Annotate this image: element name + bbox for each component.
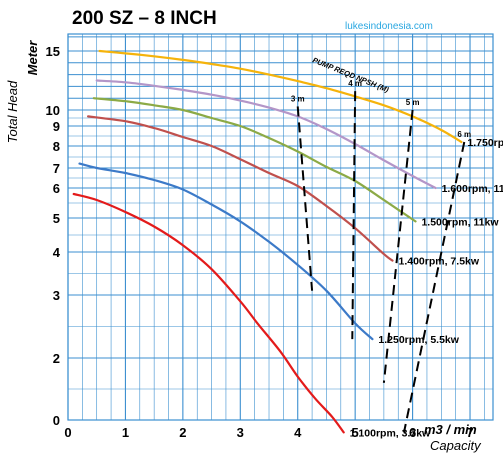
x-tick-label: 6 (409, 425, 416, 440)
chart-title: 200 SZ – 8 INCH (72, 8, 217, 29)
series-label: 1.750rpm, 15kw (467, 137, 503, 149)
npsh-line-label: 5 m (406, 98, 420, 107)
series-label: 1.500rpm, 11kw (421, 216, 499, 228)
y-tick-label: 5 (53, 211, 60, 226)
x-tick-label: 4 (294, 425, 302, 440)
y-tick-label: 7 (53, 161, 60, 176)
y-tick-label: 0 (53, 413, 60, 428)
series-curve (87, 115, 394, 262)
y-tick-label: 10 (46, 103, 60, 118)
y-tick-label: 2 (53, 351, 60, 366)
series-label: 1.600rpm, 11kw (442, 183, 503, 195)
y-tick-label: 8 (53, 139, 60, 154)
x-tick-label: 7 (466, 425, 473, 440)
y-tick-label: 6 (53, 181, 60, 196)
y-tick-label: 3 (53, 288, 60, 303)
series-curve (95, 79, 437, 190)
series-curves (72, 49, 463, 434)
series-label: 1.250rpm, 5.5kw (378, 334, 459, 346)
npsh-line-label: 3 m (291, 94, 305, 103)
npsh-line (382, 109, 414, 383)
series-curve (72, 192, 345, 434)
y-tick-label: 15 (46, 44, 60, 59)
series-label: 1.100rpm, 3.7kw (350, 427, 431, 439)
series-curve (98, 49, 463, 144)
x-axis-sublabel: Capacity (430, 438, 482, 453)
npsh-line-label: 6 m (457, 130, 471, 139)
x-tick-label: 3 (237, 425, 244, 440)
axis-ticks: 0 1 2 3 4 5 6 7 15 109 8 7 6 5 4 3 2 0 (46, 44, 474, 440)
x-axis-label: m3 / min (424, 422, 477, 437)
y-axis-unit: Meter (25, 40, 40, 76)
npsh-line-label: 4 m (348, 79, 362, 88)
series-label: 1.400rpm, 7.5kw (398, 256, 479, 268)
series-labels: 1.750rpm, 15kw 1.600rpm, 11kw 1.500rpm, 11… (350, 137, 503, 439)
npsh-line (351, 91, 357, 340)
x-tick-label: 1 (122, 425, 129, 440)
npsh-line (403, 141, 466, 433)
x-tick-label: 2 (179, 425, 186, 440)
x-tick-label: 0 (64, 425, 71, 440)
series-curve (78, 162, 374, 341)
y-tick-label: 9 (53, 119, 60, 134)
npsh-line (296, 106, 314, 291)
y-axis-label: Total Head (5, 80, 20, 143)
x-tick-label: 5 (352, 425, 359, 440)
series-curve (92, 97, 417, 223)
y-tick-label: 4 (53, 245, 61, 260)
watermark: lukesindonesia.com (345, 21, 433, 32)
